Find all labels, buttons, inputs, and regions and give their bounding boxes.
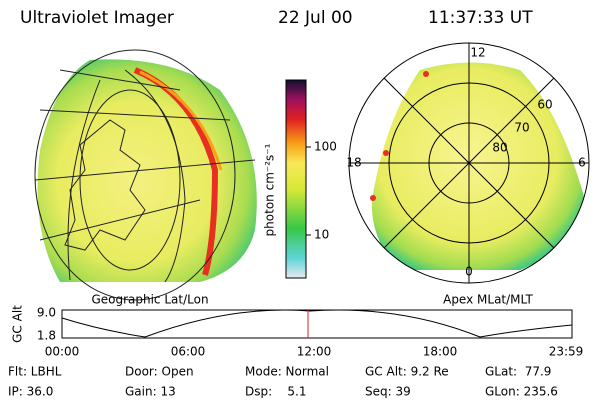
mlt-label: 18 <box>346 156 361 170</box>
instrument-title: Ultraviolet Imager <box>20 8 174 28</box>
altitude-axis-label: GC Alt <box>11 305 25 343</box>
info-field: IP: 36.0 <box>8 385 53 399</box>
colorbar <box>285 79 307 279</box>
colorbar-tick-label: 100 <box>314 140 337 154</box>
time-label: 00:00 <box>45 345 80 359</box>
panel-label: Geographic Lat/Lon <box>91 293 208 307</box>
time: 11:37:33 UT <box>428 8 533 28</box>
info-field: Gain: 13 <box>125 385 176 399</box>
mlt-label: 6 <box>578 156 586 170</box>
altitude-frame <box>61 309 573 339</box>
info-field: Mode: Normal <box>245 365 329 379</box>
info-field: GLat: 77.9 <box>485 365 551 379</box>
info-field: GC Alt: 9.2 Re <box>365 365 449 379</box>
info-field: Dsp: 5.1 <box>245 385 307 399</box>
info-field: GLon: 235.6 <box>485 385 558 399</box>
altitude-y-label: 1.8 <box>37 329 56 343</box>
mlat-label: 70 <box>514 121 529 135</box>
time-label: 12:00 <box>297 345 332 359</box>
mlat-label: 60 <box>537 98 552 112</box>
mlat-label: 80 <box>492 141 507 155</box>
altitude-curve <box>61 309 573 338</box>
mlt-label: 12 <box>470 46 485 60</box>
info-field: Flt: LBHL <box>8 365 62 379</box>
time-label: 06:00 <box>171 345 206 359</box>
time-label: 18:00 <box>423 345 458 359</box>
polar-image <box>348 42 590 284</box>
colorbar-label: photon cm⁻²s⁻¹ <box>263 143 277 236</box>
info-field: Seq: 39 <box>365 385 411 399</box>
geographic-image <box>34 49 257 301</box>
colorbar-tick-label: 10 <box>314 228 329 242</box>
info-field: Door: Open <box>125 365 194 379</box>
time-label: 23:59 <box>549 345 584 359</box>
altitude-y-label: 9.0 <box>37 306 56 320</box>
panel-label: Apex MLat/MLT <box>443 293 533 307</box>
mlt-label: 0 <box>465 265 473 279</box>
date: 22 Jul 00 <box>278 8 353 28</box>
